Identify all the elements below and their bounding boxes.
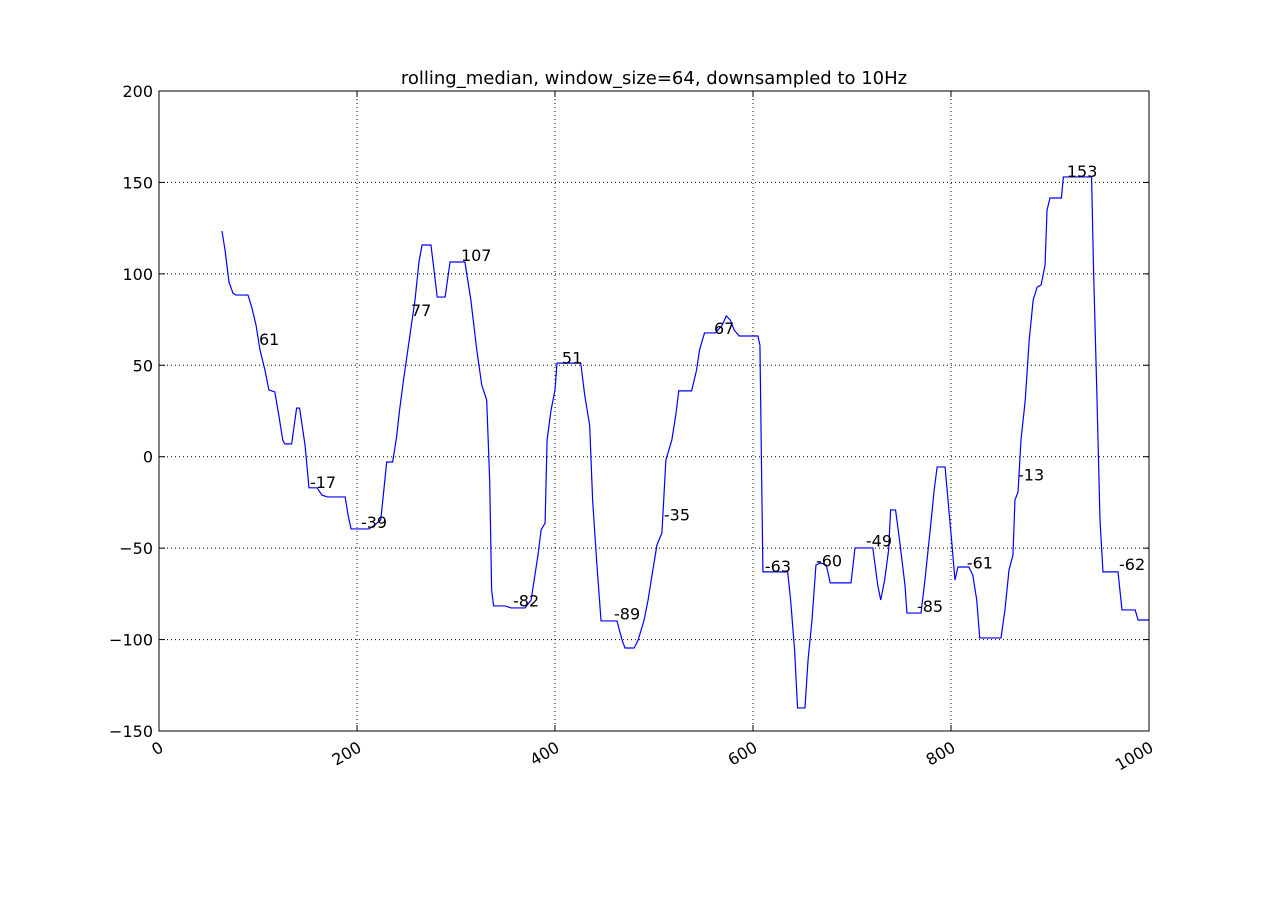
annotation: -82 [513, 592, 539, 611]
y-tick-label: 50 [133, 356, 153, 375]
y-tick-label: −150 [109, 722, 153, 741]
y-tick-label: −50 [119, 539, 153, 558]
annotation: -13 [1018, 465, 1044, 484]
annotation: 61 [259, 330, 279, 349]
plot-frame [158, 90, 1150, 732]
annotation: -85 [917, 597, 943, 616]
annotation: -49 [866, 531, 892, 550]
annotation: 107 [461, 246, 492, 265]
annotation: 67 [714, 319, 734, 338]
y-tick-label: 200 [122, 82, 153, 101]
annotation: -17 [310, 473, 336, 492]
y-tick-label: 100 [122, 265, 153, 284]
annotation: -35 [664, 506, 690, 525]
annotation: 51 [562, 348, 582, 367]
y-tick-label: 0 [143, 448, 153, 467]
chart-title: rolling_median, window_size=64, downsamp… [401, 68, 907, 89]
annotation: -61 [967, 553, 993, 572]
y-tick-label: −100 [109, 631, 153, 650]
annotation: 77 [411, 301, 431, 320]
annotation: -62 [1119, 555, 1145, 574]
y-tick-label: 150 [122, 173, 153, 192]
annotation: -39 [361, 513, 387, 532]
data-line [221, 176, 1149, 709]
annotation: 153 [1067, 162, 1098, 181]
annotation: -63 [765, 557, 791, 576]
annotation: -60 [816, 551, 842, 570]
annotation: -89 [614, 604, 640, 623]
